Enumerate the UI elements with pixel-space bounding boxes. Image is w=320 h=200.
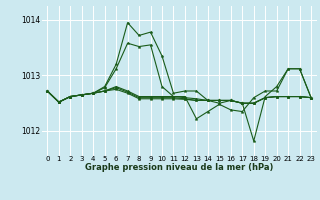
X-axis label: Graphe pression niveau de la mer (hPa): Graphe pression niveau de la mer (hPa)	[85, 163, 273, 172]
